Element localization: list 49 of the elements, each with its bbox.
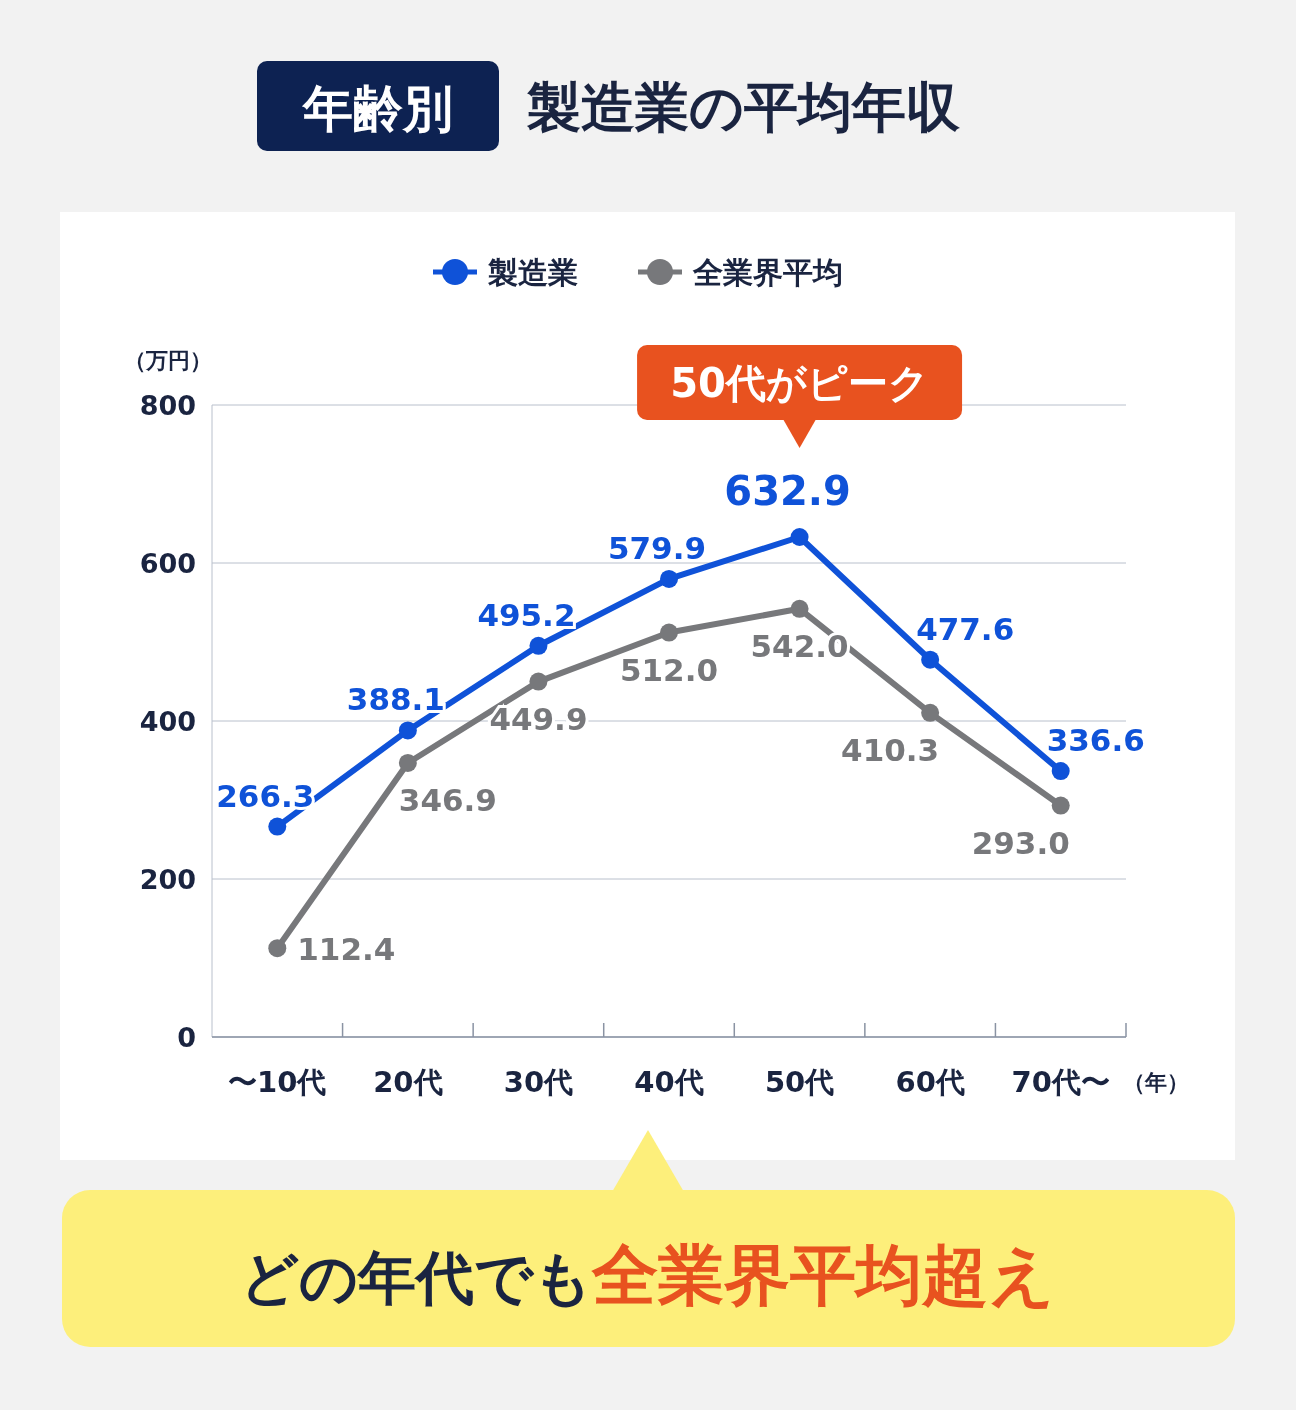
point <box>660 623 678 642</box>
data-label: 293.0 <box>971 824 1070 861</box>
point <box>398 753 417 772</box>
y-tick-label: 400 <box>139 706 196 737</box>
point <box>660 569 678 588</box>
data-label: 512.0 <box>619 651 719 688</box>
data-label: 410.3 <box>841 731 940 768</box>
point <box>1051 796 1070 815</box>
data-label: 477.6 <box>916 610 1015 647</box>
point <box>398 721 417 740</box>
data-label: 388.1 <box>346 681 445 718</box>
data-label: 449.9 <box>489 700 588 737</box>
x-tick-label: 30代 <box>503 1065 574 1099</box>
data-label: 266.3 <box>216 777 315 814</box>
data-label: 632.9 <box>724 468 851 515</box>
chart-title: 製造業の平均年収 <box>526 76 960 139</box>
data-label: 346.9 <box>398 781 497 818</box>
x-tick-label: 70代〜 <box>1011 1065 1110 1099</box>
annotation: 50代がピーク <box>670 360 929 407</box>
data-label: 579.9 <box>607 529 707 566</box>
x-axis-title: （年） <box>1123 1070 1189 1095</box>
point <box>790 599 809 618</box>
y-tick-label: 800 <box>139 390 196 421</box>
point <box>1051 762 1070 781</box>
point <box>529 636 548 655</box>
x-tick-label: 20代 <box>373 1065 443 1099</box>
point <box>790 528 809 547</box>
data-label: 336.6 <box>1046 722 1145 759</box>
point <box>529 672 548 691</box>
x-tick-label: 40代 <box>634 1065 704 1099</box>
callout: 50代がピーク <box>637 345 963 448</box>
x-tick-label: 50代 <box>764 1065 835 1099</box>
x-tick-label: 〜10代 <box>228 1065 327 1099</box>
y-axis-title: （万円） <box>124 348 212 373</box>
point <box>921 703 940 722</box>
point <box>268 939 287 958</box>
title: 年齢別 製造業の平均年収 <box>257 61 960 151</box>
y-tick-label: 0 <box>177 1022 196 1053</box>
data-label: 495.2 <box>477 596 576 633</box>
point <box>921 650 940 669</box>
legend-label: 製造業 <box>487 255 578 290</box>
y-tick-label: 600 <box>139 548 196 579</box>
chart-subtitle: 年齢別 <box>301 80 453 138</box>
point <box>268 817 287 836</box>
y-tick-label: 200 <box>139 864 196 895</box>
x-tick-label: 60代 <box>895 1065 965 1099</box>
data-label: 112.4 <box>297 931 396 968</box>
legend-label: 全業界平均 <box>692 255 843 290</box>
note: どの年代でも全業界平均超え <box>62 1130 1235 1347</box>
